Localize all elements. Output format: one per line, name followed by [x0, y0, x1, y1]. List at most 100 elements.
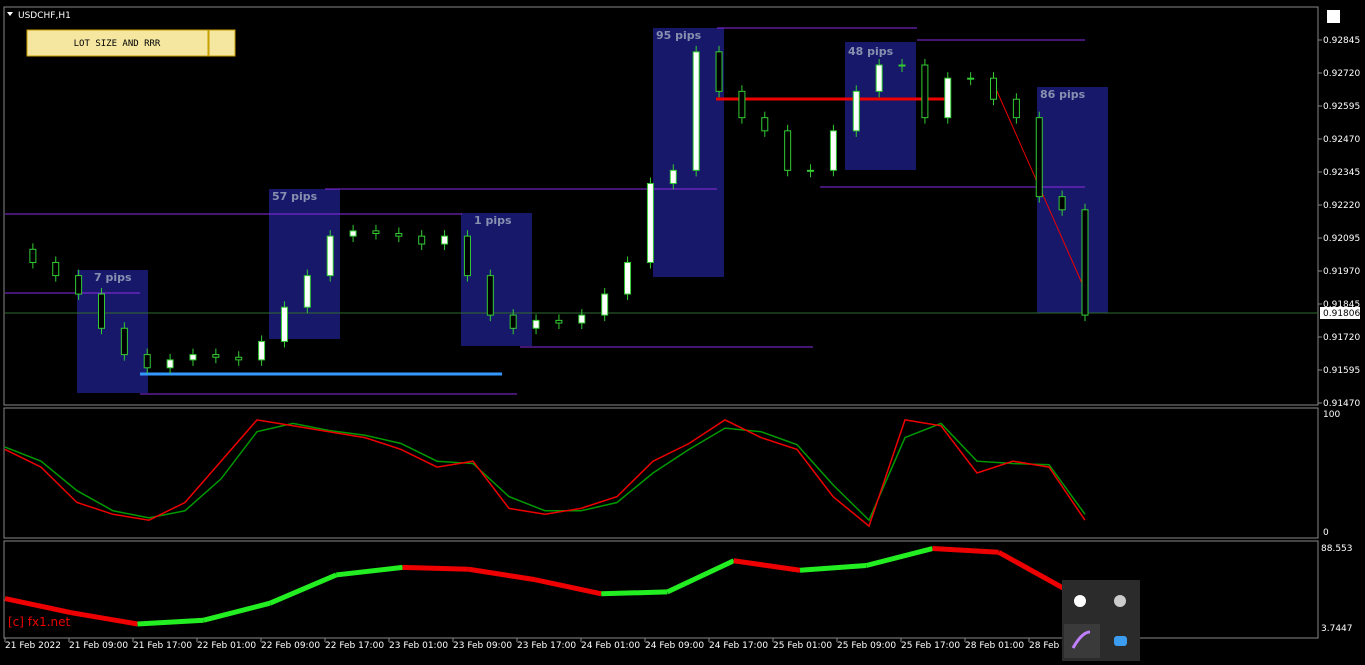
- candle: [395, 233, 403, 237]
- watermark: [c] fx1.net: [8, 615, 71, 629]
- candle: [555, 319, 563, 324]
- trend-frame: [3, 540, 1319, 639]
- candle: [52, 261, 60, 277]
- candle: [418, 235, 426, 245]
- price-label: 0.91470: [1323, 399, 1360, 409]
- candle: [944, 77, 952, 119]
- lot-icon[interactable]: [208, 29, 236, 57]
- price-label: 0.92595: [1323, 102, 1360, 112]
- candle: [441, 235, 449, 245]
- candle: [852, 90, 860, 132]
- tray-icon[interactable]: [1114, 636, 1127, 646]
- pip-label: 1 pips: [474, 214, 512, 227]
- trend-segment: [932, 546, 999, 555]
- trend-segment: [865, 546, 934, 568]
- price-label: 0.92845: [1323, 36, 1360, 46]
- time-label: 22 Feb 09:00: [261, 641, 320, 651]
- lot-button-label: LOT SIZE AND RRR: [74, 39, 161, 49]
- time-label: 24 Feb 01:00: [581, 641, 640, 651]
- trend-segment: [203, 600, 271, 623]
- trend-segment: [335, 564, 403, 578]
- time-label: 25 Feb 17:00: [901, 641, 960, 651]
- candle: [258, 340, 266, 361]
- time-label: 21 Feb 2022: [5, 641, 61, 651]
- candle: [486, 275, 494, 316]
- time-label: 24 Feb 09:00: [645, 641, 704, 651]
- candle: [715, 51, 723, 92]
- candle: [578, 314, 586, 324]
- candle: [738, 90, 746, 119]
- candle: [646, 182, 654, 263]
- tray-icon[interactable]: [1071, 630, 1091, 649]
- time-label: 25 Feb 09:00: [837, 641, 896, 651]
- candle: [509, 314, 517, 329]
- candle: [1058, 196, 1066, 211]
- symbol: USDCHF,H1: [18, 11, 71, 21]
- candle: [692, 51, 700, 171]
- stoch-max: 100: [1323, 410, 1340, 420]
- candle: [75, 275, 83, 295]
- stoch-min: 0: [1323, 528, 1329, 538]
- lot-button[interactable]: [26, 29, 209, 57]
- trend-segment: [997, 550, 1067, 592]
- candle: [212, 354, 220, 358]
- candle: [990, 77, 998, 100]
- time-label: 23 Feb 09:00: [453, 641, 512, 651]
- checkbox[interactable]: [1327, 10, 1340, 23]
- candle: [1012, 98, 1020, 119]
- pip-label: 7 pips: [94, 271, 132, 284]
- candle: [669, 169, 677, 184]
- price-label: 0.91595: [1323, 366, 1360, 376]
- trend-segment: [799, 563, 867, 573]
- trend-segment: [70, 610, 138, 627]
- trend-segment: [666, 558, 735, 595]
- time-label: 24 Feb 17:00: [709, 641, 768, 651]
- time-label: 25 Feb 01:00: [773, 641, 832, 651]
- candle: [372, 230, 380, 235]
- price-label: 0.91720: [1323, 333, 1360, 343]
- tray-icon[interactable]: [1074, 595, 1086, 607]
- trend-max: 88.553: [1321, 544, 1353, 554]
- trend-min: 3.7447: [1321, 624, 1353, 634]
- candle: [463, 235, 471, 277]
- candle: [898, 64, 906, 67]
- candle: [280, 306, 288, 342]
- time-label: 23 Feb 17:00: [517, 641, 576, 651]
- pip-label: 95 pips: [656, 29, 702, 42]
- time-label: 21 Feb 17:00: [133, 641, 192, 651]
- candle: [120, 327, 128, 356]
- candle: [166, 359, 174, 369]
- time-label: 22 Feb 01:00: [197, 641, 256, 651]
- candle: [807, 169, 815, 172]
- time-label: 22 Feb 17:00: [325, 641, 384, 651]
- trend-segment: [601, 589, 668, 597]
- price-label: 0.92470: [1323, 135, 1360, 145]
- price-label: 0.92720: [1323, 69, 1360, 79]
- time-label: 23 Feb 01:00: [389, 641, 448, 651]
- trend-segment: [137, 617, 204, 627]
- price-label: 0.91845: [1323, 300, 1360, 310]
- candle: [829, 130, 837, 171]
- candle: [921, 64, 929, 119]
- candle: [189, 354, 197, 361]
- trend-segment: [733, 558, 801, 573]
- candle: [326, 235, 334, 277]
- trend-segment: [468, 566, 536, 583]
- candle: [761, 117, 769, 132]
- candle: [97, 293, 105, 329]
- price-label: 0.91970: [1323, 267, 1360, 277]
- candle: [784, 130, 792, 171]
- indicator-line: [4, 419, 1086, 528]
- main-frame: [3, 6, 1319, 406]
- trend-segment: [534, 577, 602, 597]
- candle: [1081, 209, 1089, 316]
- stoch-frame: [3, 407, 1319, 539]
- tray-icon[interactable]: [1114, 595, 1126, 607]
- time-label: 21 Feb 09:00: [69, 641, 128, 651]
- time-label: 28 Feb 01:00: [965, 641, 1024, 651]
- pip-label: 86 pips: [1040, 88, 1086, 101]
- time-label: 28 Feb: [1029, 641, 1060, 651]
- indicator-line: [4, 422, 1086, 522]
- candle: [967, 77, 975, 80]
